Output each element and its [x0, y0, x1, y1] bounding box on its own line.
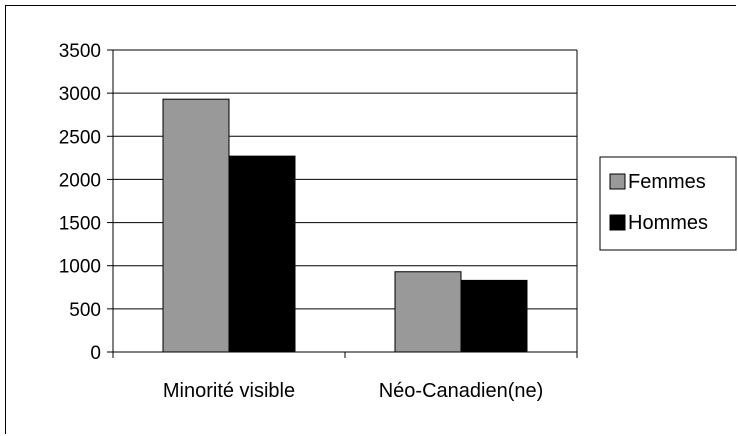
bar-hommes-1 [228, 155, 296, 353]
y-tick-label: 2000 [59, 170, 101, 191]
x-category-label: Minorité visible [163, 380, 295, 402]
y-tick-label: 1500 [59, 214, 101, 235]
y-tick-label: 3500 [59, 41, 101, 62]
legend-swatch-femmes [609, 173, 626, 190]
legend-label-femmes: Femmes [628, 171, 706, 193]
y-tick-label: 2500 [59, 127, 101, 148]
axes [107, 49, 578, 358]
bar-femmes-1 [162, 98, 230, 353]
y-axis-tick-labels: 0 500 1000 1500 2000 2500 3000 3500 [59, 41, 101, 364]
y-tick-label: 3000 [59, 84, 101, 105]
x-axis-category-labels: Minorité visible Néo-Canadien(ne) [163, 380, 543, 402]
x-category-label: Néo-Canadien(ne) [379, 380, 544, 402]
y-tick-label: 1000 [59, 257, 101, 278]
bar-series [162, 98, 528, 353]
chart-frame [5, 5, 736, 434]
gridlines [113, 49, 577, 310]
y-tick-label: 0 [90, 343, 101, 364]
y-tick-label: 500 [69, 300, 101, 321]
bar-hommes-2 [460, 279, 528, 353]
legend-label-hommes: Hommes [628, 212, 708, 234]
bar-femmes-2 [394, 271, 462, 353]
legend-box [599, 156, 737, 251]
legend: Femmes Hommes [599, 156, 737, 251]
legend-swatch-hommes [609, 214, 626, 231]
